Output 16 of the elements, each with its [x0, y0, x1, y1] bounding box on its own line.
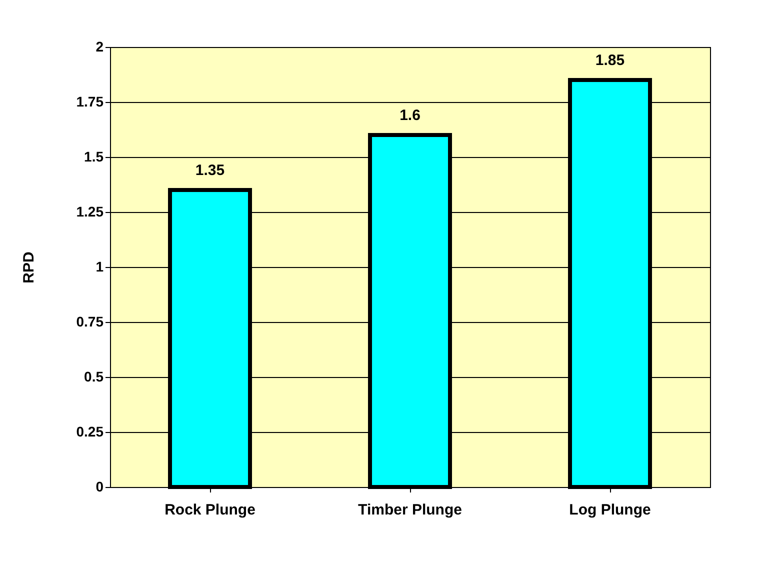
- x-tick-label: Timber Plunge: [358, 502, 462, 518]
- x-tick-label: Rock Plunge: [164, 502, 256, 518]
- data-label: 1.35: [195, 162, 225, 179]
- y-tick-label: 0.25: [76, 424, 104, 440]
- y-axis-title: RPD: [20, 252, 38, 284]
- y-tick-label: 1: [96, 258, 104, 274]
- y-tick-label: 0.75: [76, 314, 104, 330]
- x-tick-label: Log Plunge: [569, 502, 651, 518]
- y-tick-label: 0.5: [84, 368, 104, 384]
- y-tick-label: 1.25: [76, 204, 104, 220]
- y-tick-label: 1.75: [76, 94, 104, 110]
- data-label: 1.85: [595, 52, 625, 69]
- y-tick-label: 0: [96, 478, 104, 494]
- y-tick-label: 2: [96, 38, 104, 54]
- y-tick-label: 1.5: [84, 148, 104, 164]
- data-label: 1.6: [400, 107, 420, 124]
